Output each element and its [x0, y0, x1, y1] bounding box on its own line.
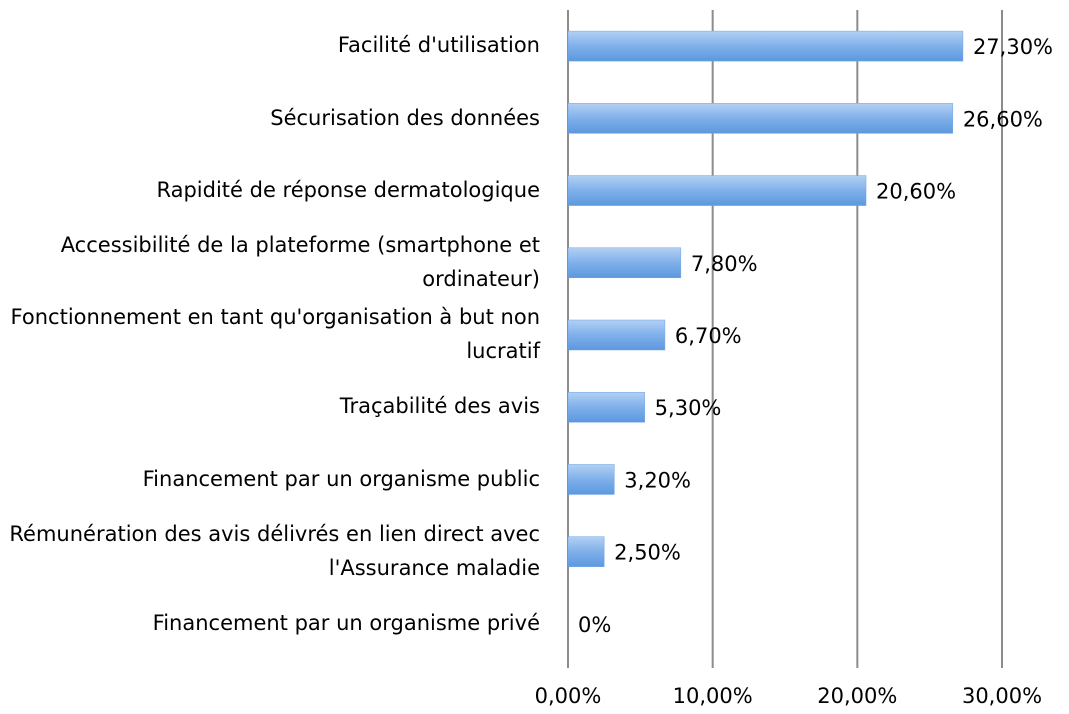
category-text: Sécurisation des données — [270, 105, 540, 130]
data-label: 5,30% — [655, 396, 722, 420]
data-label: 20,60% — [876, 180, 956, 204]
category-text: Rémunération des avis délivrés en lien d… — [9, 522, 540, 580]
category-text: Financement par un organisme public — [142, 466, 540, 491]
bar — [567, 464, 615, 495]
data-label: 3,20% — [624, 468, 691, 492]
category-text: Financement par un organisme privé — [152, 611, 540, 636]
y-tick-label: Rémunération des avis délivrés en lien d… — [0, 516, 540, 588]
category-text: Accessibilité de la plateforme (smartpho… — [60, 233, 540, 291]
data-label: 26,60% — [963, 107, 1043, 131]
data-label: 2,50% — [614, 541, 681, 565]
x-tick-label: 30,00% — [962, 684, 1042, 708]
x-tick-label: 0,00% — [535, 684, 602, 708]
bar — [567, 30, 964, 62]
y-tick-label: Sécurisation des données — [0, 82, 540, 154]
bar — [567, 103, 954, 134]
data-label: 27,30% — [973, 35, 1053, 59]
y-tick-label: Fonctionnement en tant qu'organisation à… — [0, 299, 540, 371]
bar — [567, 391, 645, 423]
category-text: Traçabilité des avis — [339, 394, 540, 419]
bar — [567, 247, 682, 279]
category-text: Facilité d'utilisation — [337, 33, 540, 58]
x-tick-label: 20,00% — [817, 684, 897, 708]
y-tick-label: Traçabilité des avis — [0, 371, 540, 443]
bar — [567, 319, 666, 351]
data-label: 0% — [578, 613, 611, 637]
y-tick-label: Financement par un organisme public — [0, 443, 540, 515]
y-tick-label: Facilité d'utilisation — [0, 10, 540, 82]
category-text: Fonctionnement en tant qu'organisation à… — [10, 305, 540, 363]
y-tick-label: Financement par un organisme privé — [0, 588, 540, 660]
data-label: 7,80% — [691, 252, 758, 276]
category-text: Rapidité de réponse dermatologique — [156, 177, 540, 202]
bar — [567, 175, 867, 206]
y-tick-label: Rapidité de réponse dermatologique — [0, 155, 540, 227]
x-tick-label: 10,00% — [673, 684, 753, 708]
data-label: 6,70% — [675, 324, 742, 348]
y-tick-label: Accessibilité de la plateforme (smartpho… — [0, 227, 540, 299]
bar — [567, 536, 605, 567]
